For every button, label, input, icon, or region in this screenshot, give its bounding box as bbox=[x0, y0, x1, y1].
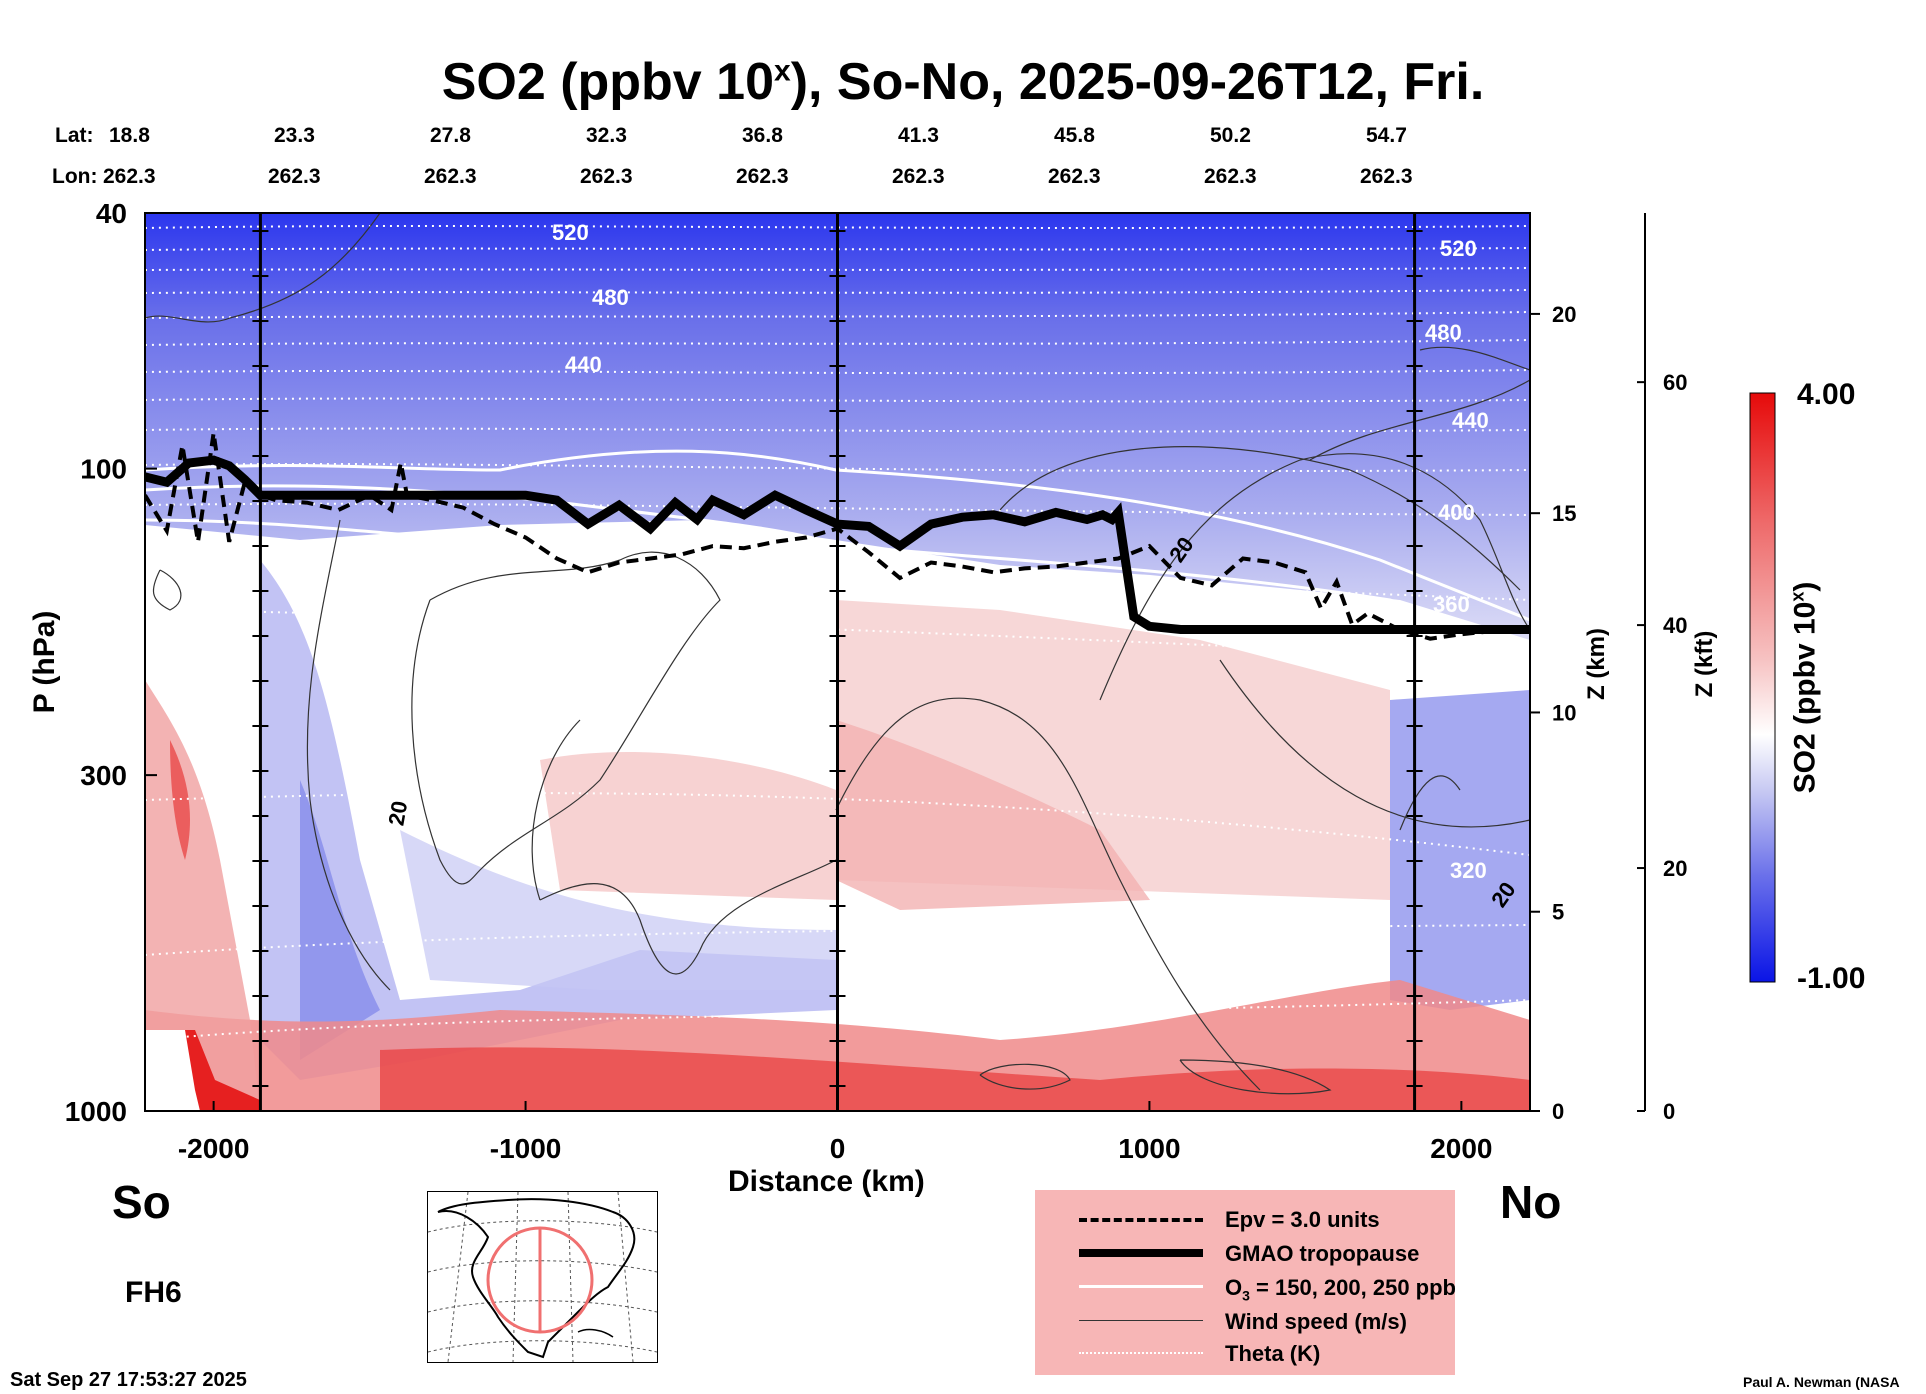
vertical-markers bbox=[252, 213, 1423, 1111]
y-tick-label: 40 bbox=[96, 198, 127, 229]
lat-value: 32.3 bbox=[586, 124, 627, 147]
y-axis-pressure: 40 100 300 1000 bbox=[65, 198, 157, 1127]
y-tick-label: 300 bbox=[80, 760, 127, 791]
y-axis-z-kft: 0 20 40 60 bbox=[1637, 213, 1687, 1124]
x-tick-label: 0 bbox=[830, 1133, 846, 1164]
south-label: So bbox=[112, 1176, 171, 1228]
lat-value: 45.8 bbox=[1054, 124, 1095, 147]
lat-row-label: Lat: bbox=[55, 124, 94, 147]
y-tick-label: 100 bbox=[80, 454, 127, 485]
lon-row-label: Lon: bbox=[52, 165, 98, 188]
legend-swatch-theta bbox=[1079, 1352, 1203, 1354]
legend-swatch-ozone bbox=[1079, 1285, 1203, 1288]
wind-speed-contours bbox=[145, 213, 1530, 1095]
epv-dashed-line bbox=[145, 432, 1530, 641]
lon-value: 262.3 bbox=[1204, 165, 1257, 188]
z-km-label: 0 bbox=[1552, 1099, 1564, 1124]
legend-swatch-epv bbox=[1079, 1218, 1203, 1222]
chart-title: SO2 (ppbv 10x), So-No, 2025-09-26T12, Fr… bbox=[441, 53, 1485, 111]
svg-text:320: 320 bbox=[1450, 858, 1487, 883]
z-km-label: 15 bbox=[1552, 501, 1576, 526]
location-map bbox=[427, 1191, 658, 1363]
lat-value: 54.7 bbox=[1366, 124, 1407, 147]
lon-value: 262.3 bbox=[424, 165, 477, 188]
lon-value: 262.3 bbox=[580, 165, 633, 188]
lat-value: 41.3 bbox=[898, 124, 939, 147]
colorbar-max: 4.00 bbox=[1797, 378, 1856, 411]
z-km-title: Z (km) bbox=[1583, 628, 1610, 700]
colorbar-title: SO2 (ppbv 10x) bbox=[1787, 581, 1822, 794]
legend: Epv = 3.0 units GMAO tropopause O3 = 150… bbox=[1035, 1190, 1456, 1375]
forecast-hour-label: FH6 bbox=[125, 1276, 182, 1309]
svg-text:520: 520 bbox=[1440, 236, 1477, 261]
lat-value: 27.8 bbox=[430, 124, 471, 147]
legend-swatch-tropopause bbox=[1079, 1249, 1203, 1257]
lon-value: 262.3 bbox=[1360, 165, 1413, 188]
z-kft-label: 40 bbox=[1663, 613, 1687, 638]
svg-text:20: 20 bbox=[383, 799, 412, 827]
y-axis-title: P (hPa) bbox=[28, 610, 61, 714]
z-km-label: 10 bbox=[1552, 700, 1576, 725]
z-kft-title: Z (kft) bbox=[1691, 630, 1718, 698]
svg-text:440: 440 bbox=[565, 352, 602, 377]
theta-labels: 520 480 440 520 480 440 400 360 320 bbox=[552, 220, 1489, 883]
map-graphic bbox=[428, 1192, 657, 1362]
y-tick-label: 1000 bbox=[65, 1096, 127, 1127]
legend-item-theta: Theta (K) bbox=[1035, 1338, 1455, 1368]
tropopause-line bbox=[145, 455, 1530, 634]
ozone-contours bbox=[145, 449, 1530, 662]
lat-value: 36.8 bbox=[742, 124, 783, 147]
lon-value: 262.3 bbox=[892, 165, 945, 188]
z-km-label: 20 bbox=[1552, 302, 1576, 327]
legend-swatch-wind bbox=[1079, 1320, 1203, 1321]
legend-item-wind: Wind speed (m/s) bbox=[1035, 1306, 1455, 1336]
lat-value: 18.8 bbox=[109, 124, 150, 147]
z-kft-label: 60 bbox=[1663, 370, 1687, 395]
z-kft-label: 0 bbox=[1663, 1099, 1675, 1124]
z-kft-label: 20 bbox=[1663, 856, 1687, 881]
svg-text:400: 400 bbox=[1438, 500, 1475, 525]
colorbar bbox=[1749, 392, 1776, 983]
x-tick-label: 2000 bbox=[1430, 1133, 1492, 1164]
credit: Paul A. Newman (NASA bbox=[1743, 1374, 1900, 1390]
north-label: No bbox=[1500, 1176, 1562, 1228]
legend-item-ozone: O3 = 150, 200, 250 ppb bbox=[1035, 1272, 1456, 1303]
y-axis-z-km: 0 5 10 15 20 bbox=[1530, 302, 1576, 1124]
lat-value: 23.3 bbox=[274, 124, 315, 147]
colorbar-min: -1.00 bbox=[1797, 962, 1866, 995]
x-axis: -2000 -1000 0 1000 2000 bbox=[178, 1101, 1493, 1164]
x-tick-label: -1000 bbox=[490, 1133, 562, 1164]
legend-item-epv: Epv = 3.0 units bbox=[1035, 1204, 1455, 1234]
lat-value: 50.2 bbox=[1210, 124, 1251, 147]
timestamp: Sat Sep 27 17:53:27 2025 bbox=[10, 1369, 247, 1391]
svg-text:440: 440 bbox=[1452, 408, 1489, 433]
theta-contours bbox=[145, 225, 1530, 1041]
x-tick-label: 1000 bbox=[1118, 1133, 1180, 1164]
svg-text:520: 520 bbox=[552, 220, 589, 245]
x-axis-title: Distance (km) bbox=[728, 1165, 925, 1198]
lon-value: 262.3 bbox=[103, 165, 156, 188]
svg-text:480: 480 bbox=[592, 285, 629, 310]
so2-field: 520 480 440 520 480 440 400 360 320 20 2… bbox=[145, 213, 1530, 1111]
x-tick-label: -2000 bbox=[178, 1133, 250, 1164]
lon-value: 262.3 bbox=[736, 165, 789, 188]
z-km-label: 5 bbox=[1552, 900, 1564, 925]
lon-value: 262.3 bbox=[268, 165, 321, 188]
svg-text:360: 360 bbox=[1433, 592, 1470, 617]
lon-value: 262.3 bbox=[1048, 165, 1101, 188]
legend-item-tropopause: GMAO tropopause bbox=[1035, 1238, 1455, 1268]
svg-text:480: 480 bbox=[1425, 320, 1462, 345]
